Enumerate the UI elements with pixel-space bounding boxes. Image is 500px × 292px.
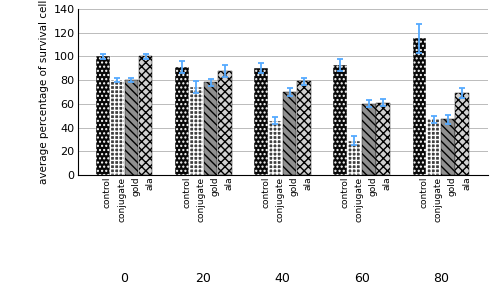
Text: conjugate: conjugate bbox=[276, 177, 284, 222]
Text: control: control bbox=[103, 177, 112, 208]
Text: control: control bbox=[261, 177, 270, 208]
Text: 40: 40 bbox=[274, 272, 290, 285]
Text: 20: 20 bbox=[196, 272, 212, 285]
Bar bbox=[412, 39, 426, 175]
Bar bbox=[124, 80, 138, 175]
Bar bbox=[348, 141, 362, 175]
Text: 60: 60 bbox=[354, 272, 370, 285]
Text: ala: ala bbox=[304, 177, 313, 190]
Bar bbox=[268, 121, 282, 175]
Text: control: control bbox=[420, 177, 428, 208]
Bar bbox=[441, 119, 454, 175]
Text: ala: ala bbox=[146, 177, 154, 190]
Text: gold: gold bbox=[132, 177, 140, 197]
Text: conjugate: conjugate bbox=[434, 177, 442, 222]
Bar bbox=[334, 65, 347, 175]
Text: conjugate: conjugate bbox=[354, 177, 364, 222]
Y-axis label: average percentage of survival cell: average percentage of survival cell bbox=[40, 0, 50, 184]
Bar bbox=[283, 92, 296, 175]
Text: 0: 0 bbox=[120, 272, 128, 285]
Text: gold: gold bbox=[448, 177, 457, 197]
Text: conjugate: conjugate bbox=[196, 177, 205, 222]
Bar bbox=[110, 80, 124, 175]
Text: ala: ala bbox=[224, 177, 234, 190]
Text: gold: gold bbox=[210, 177, 220, 197]
Text: control: control bbox=[340, 177, 349, 208]
Bar bbox=[190, 87, 203, 175]
Text: gold: gold bbox=[290, 177, 298, 197]
Bar bbox=[218, 71, 232, 175]
Text: conjugate: conjugate bbox=[117, 177, 126, 222]
Bar bbox=[204, 82, 218, 175]
Text: ala: ala bbox=[383, 177, 392, 190]
Text: 80: 80 bbox=[432, 272, 448, 285]
Bar bbox=[96, 56, 110, 175]
Bar bbox=[297, 81, 310, 175]
Bar bbox=[427, 119, 440, 175]
Bar bbox=[139, 56, 152, 175]
Text: control: control bbox=[182, 177, 191, 208]
Bar bbox=[176, 67, 189, 175]
Bar bbox=[456, 93, 469, 175]
Text: ala: ala bbox=[462, 177, 471, 190]
Bar bbox=[362, 104, 376, 175]
Bar bbox=[376, 103, 390, 175]
Bar bbox=[254, 68, 268, 175]
Text: gold: gold bbox=[368, 177, 378, 197]
